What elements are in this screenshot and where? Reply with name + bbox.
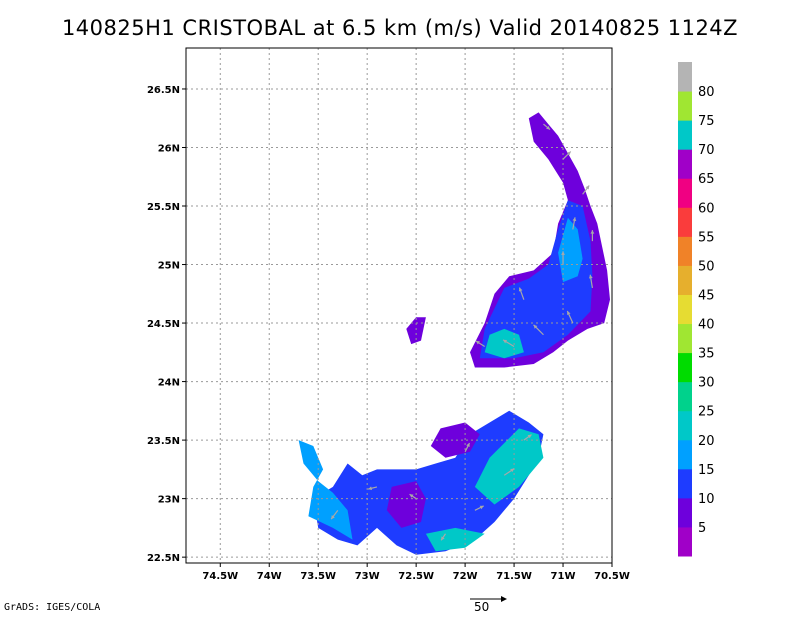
colorbar-swatch <box>678 236 692 266</box>
region-southern-band <box>313 410 544 555</box>
region-northern-core <box>558 217 583 283</box>
colorbar-swatch <box>678 410 692 441</box>
colorbar-swatch <box>678 323 692 354</box>
x-tick-label: 70.5W <box>594 571 630 582</box>
region-southern-south <box>425 527 485 552</box>
y-tick-label: 23N <box>158 495 180 506</box>
region-southern-light <box>298 440 353 540</box>
y-tick-label: 23.5N <box>147 436 180 447</box>
colorbar-label: 15 <box>698 463 715 478</box>
y-tick-label: 26.5N <box>147 85 180 96</box>
wind-vector <box>561 251 565 265</box>
colorbar-label: 20 <box>698 434 715 449</box>
chart-title: 140825H1 CRISTOBAL at 6.5 km (m/s) Valid… <box>61 16 739 40</box>
reference-vector-label: 50 <box>474 600 490 614</box>
wind-vector <box>588 274 594 289</box>
colorbar-label: 55 <box>698 230 715 245</box>
x-axis-ticks: 74.5W 74W 73.5W 73W 72.5W 72W 71.5W 71W 70.5W <box>202 563 630 582</box>
x-tick-label: 74.5W <box>202 571 238 582</box>
colorbar: 5 10 15 20 25 30 35 40 45 50 55 60 65 70 75 80 <box>678 62 715 557</box>
colorbar-label: 65 <box>698 172 715 187</box>
y-tick-label: 25N <box>158 261 180 272</box>
x-tick-label: 73.5W <box>300 571 336 582</box>
colorbar-label: 25 <box>698 405 715 420</box>
wind-vector <box>566 310 574 324</box>
plot-frame <box>185 47 613 564</box>
colorbar-swatch <box>678 381 692 412</box>
colorbar-label: 45 <box>698 288 715 303</box>
colorbar-swatch <box>678 352 692 383</box>
wind-vectors <box>330 123 595 541</box>
region-southern-east <box>474 428 544 505</box>
wind-vector <box>503 468 515 476</box>
x-tick-label: 72.5W <box>398 571 434 582</box>
region-southern-core <box>386 481 426 528</box>
x-tick-label: 71W <box>551 571 576 582</box>
reference-arrow-head <box>501 596 507 602</box>
colorbar-swatch <box>678 439 692 470</box>
y-tick-label: 24.5N <box>147 319 180 330</box>
colorbar-label: 35 <box>698 347 715 362</box>
wind-vector <box>474 505 484 511</box>
colorbar-label: 60 <box>698 201 715 216</box>
colorbar-swatch <box>678 294 692 325</box>
grid <box>186 48 612 563</box>
colorbar-label: 30 <box>698 376 715 391</box>
colorbar-swatch <box>678 207 692 237</box>
wind-vector <box>409 493 417 500</box>
wind-vector <box>533 324 544 336</box>
colorbar-swatch <box>678 265 692 295</box>
wind-vector <box>523 434 532 441</box>
x-tick-label: 73W <box>355 571 380 582</box>
wind-vector <box>475 340 486 347</box>
colorbar-swatch <box>678 91 692 121</box>
y-tick-label: 25.5N <box>147 202 180 213</box>
wind-vector <box>464 442 471 453</box>
wind-speed-fill <box>298 112 610 555</box>
wind-vector <box>330 509 339 520</box>
colorbar-swatch <box>678 178 692 208</box>
colorbar-label: 5 <box>698 521 706 536</box>
wind-vector <box>590 230 595 242</box>
colorbar-swatch <box>678 526 692 557</box>
colorbar-label: 75 <box>698 114 715 129</box>
wind-vector <box>518 287 525 300</box>
wind-vector <box>440 533 447 541</box>
wind-vector <box>543 123 551 131</box>
wind-vector <box>582 185 590 195</box>
colorbar-swatch <box>678 120 692 150</box>
region-isolated-patch <box>406 317 426 345</box>
x-tick-label: 74W <box>257 571 282 582</box>
reference-vector <box>470 596 507 602</box>
x-tick-label: 71.5W <box>496 571 532 582</box>
y-tick-label: 24N <box>158 378 180 389</box>
y-tick-label: 26N <box>158 143 180 154</box>
region-southern-purple <box>430 422 480 458</box>
colorbar-label: 10 <box>698 492 715 507</box>
colorbar-swatch <box>678 149 692 179</box>
colorbar-label: 50 <box>698 259 715 274</box>
colorbar-swatch <box>678 62 692 92</box>
y-tick-label: 22.5N <box>147 553 180 564</box>
colorbar-swatch <box>678 497 692 528</box>
x-tick-label: 72W <box>453 571 478 582</box>
colorbar-label: 40 <box>698 318 715 333</box>
colorbar-label: 70 <box>698 143 715 158</box>
colorbar-swatch <box>678 468 692 499</box>
wind-vector <box>368 486 378 491</box>
region-northern-inner <box>484 328 524 359</box>
wind-vector <box>502 339 515 347</box>
colorbar-label: 80 <box>698 85 715 100</box>
y-axis-ticks: 22.5N 23N 23.5N 24N 24.5N 25N 25.5N 26N 26.5N <box>147 85 186 564</box>
wind-vector <box>572 217 577 230</box>
wind-vector <box>562 151 572 160</box>
credit-label: GrADS: IGES/COLA <box>4 602 101 613</box>
